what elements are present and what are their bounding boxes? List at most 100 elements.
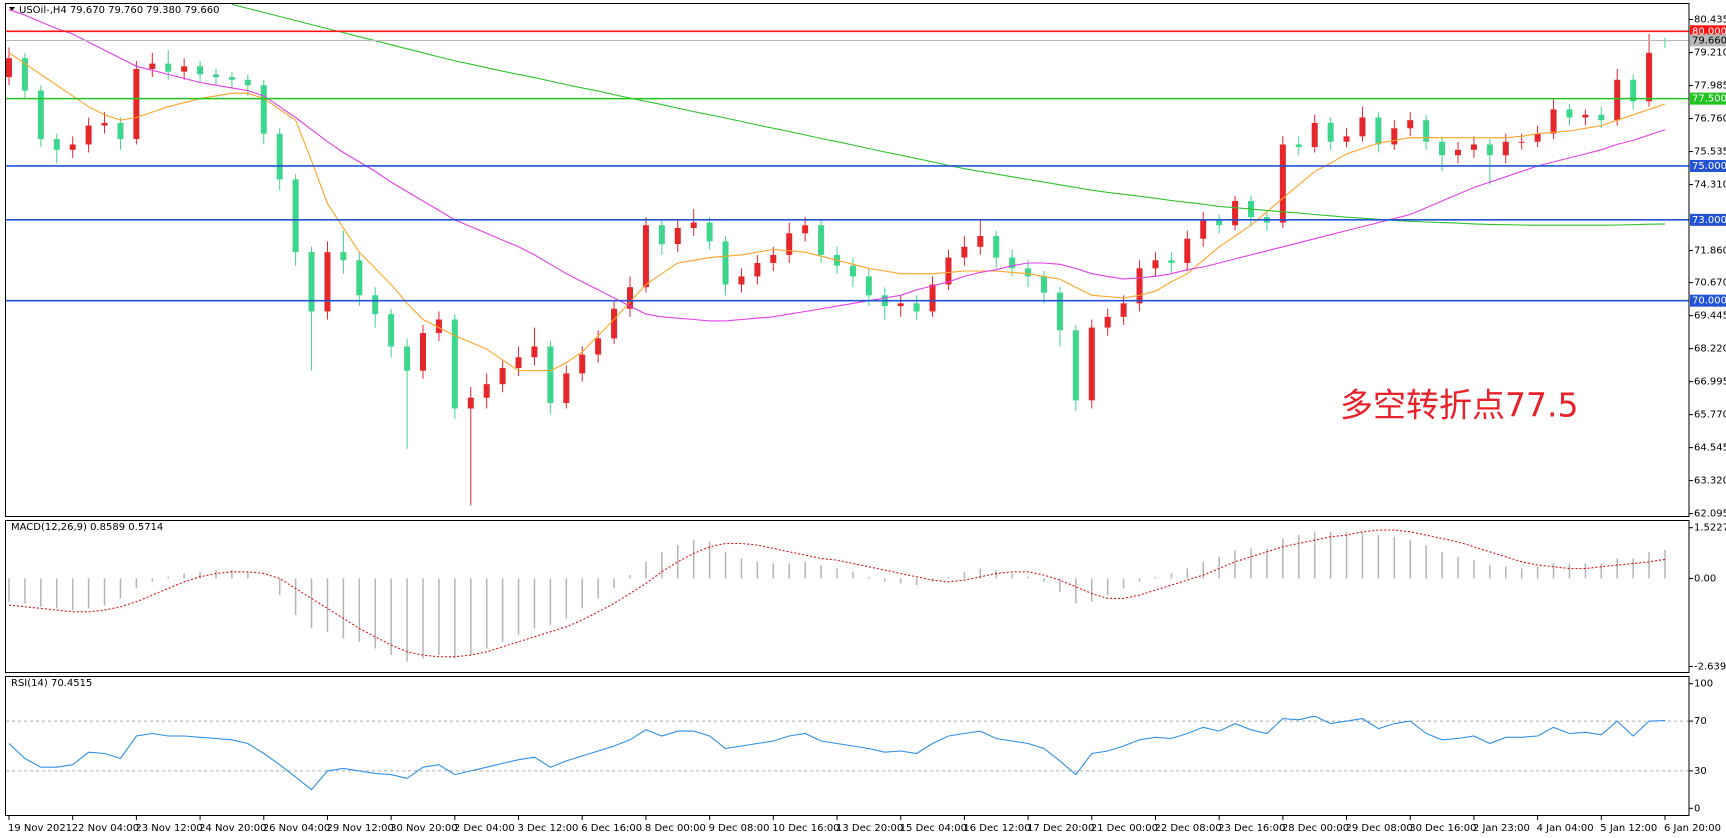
y-tick-label: 1.5227 — [1694, 523, 1726, 534]
candle-body — [1041, 276, 1047, 293]
x-tick-label: 28 Dec 00:00 — [1282, 823, 1349, 834]
candle-body — [913, 303, 920, 312]
panel-frame — [5, 3, 1690, 517]
candle-body — [1295, 144, 1302, 148]
level-line-box — [1690, 92, 1726, 105]
y-tick-label: 0 — [1694, 803, 1700, 814]
candle-body — [1630, 79, 1637, 102]
x-tick-label: 19 Nov 2021 — [8, 823, 72, 834]
x-tick-label: 24 Nov 20:00 — [199, 823, 266, 834]
panel-title: USOil-,H4 79.670 79.760 79.380 79.660 — [19, 5, 219, 16]
candle-body — [1486, 144, 1493, 156]
candle-body — [754, 262, 761, 277]
candle-body — [101, 122, 108, 126]
y-tick-label: 0.00 — [1694, 573, 1716, 584]
y-tick-label: 70 — [1694, 716, 1707, 727]
candle-body — [1598, 114, 1605, 121]
candle-body — [611, 308, 618, 339]
candle-body — [961, 246, 968, 258]
candle-body — [674, 227, 681, 245]
candle-body — [738, 276, 745, 285]
candle-body — [977, 236, 984, 247]
candle-body — [388, 314, 395, 347]
candle-body — [372, 295, 379, 315]
level-line-box — [1690, 294, 1726, 307]
level-line-label: 77.500 — [1692, 94, 1726, 105]
last-price-line-box — [1690, 34, 1726, 47]
y-tick-label: 70.670 — [1694, 278, 1726, 289]
candle-body — [181, 66, 188, 72]
panel-title: MACD(12,26,9) 0.8589 0.5714 — [11, 522, 163, 533]
candle-body — [1534, 133, 1541, 142]
x-tick-label: 26 Nov 04:00 — [263, 823, 330, 834]
y-tick-label: -2.6392 — [1694, 661, 1726, 672]
x-tick-label: 16 Dec 12:00 — [963, 823, 1030, 834]
candle-body — [21, 58, 28, 91]
candle-body — [117, 122, 124, 140]
candle-body — [308, 252, 315, 312]
candle-body — [69, 144, 76, 150]
x-tick-label: 3 Dec 12:00 — [518, 823, 579, 834]
candle-body — [1359, 117, 1366, 137]
candle-body — [1072, 330, 1079, 401]
candle-body — [642, 225, 649, 288]
candle-body — [1391, 128, 1398, 145]
candle-body — [658, 225, 665, 245]
candle-body — [1566, 109, 1573, 118]
candle-body — [1375, 117, 1382, 145]
candle-body — [1407, 120, 1414, 129]
level-line-box — [1690, 213, 1726, 226]
candle-body — [1518, 141, 1525, 143]
x-tick-label: 5 Jan 12:00 — [1600, 823, 1657, 834]
candle-body — [1009, 257, 1016, 269]
panel-frame — [5, 676, 1690, 816]
x-tick-label: 23 Dec 16:00 — [1218, 823, 1285, 834]
candle-body — [1120, 303, 1127, 317]
level-line-label: 80.000 — [1692, 26, 1726, 37]
y-tick-label: 65.770 — [1694, 410, 1726, 421]
candle-body — [420, 333, 426, 371]
x-tick-label: 9 Dec 08:00 — [709, 823, 770, 834]
y-tick-label: 79.210 — [1694, 48, 1726, 59]
candle-body — [165, 63, 172, 72]
candle-body — [802, 225, 809, 234]
candle-body — [53, 139, 60, 150]
y-tick-label: 63.320 — [1694, 476, 1726, 487]
candle-body — [1343, 136, 1350, 142]
x-tick-label: 6 Jan 20:00 — [1664, 823, 1721, 834]
x-tick-label: 22 Nov 04:00 — [72, 823, 139, 834]
candle-body — [897, 303, 904, 307]
candle-body — [483, 384, 490, 398]
candle-body — [1646, 52, 1653, 102]
candle-body — [85, 125, 92, 145]
candle-body — [451, 319, 458, 409]
x-tick-label: 17 Dec 20:00 — [1027, 823, 1094, 834]
candle-body — [818, 225, 825, 255]
candle-body — [627, 287, 633, 309]
candle-body — [1216, 219, 1223, 226]
candle-body — [1232, 201, 1239, 226]
y-tick-label: 100 — [1694, 679, 1713, 690]
x-tick-label: 2 Dec 04:00 — [454, 823, 515, 834]
candle-body — [276, 133, 283, 180]
y-tick-label: 74.310 — [1694, 180, 1726, 191]
candle-body — [213, 74, 219, 78]
candle-body — [1470, 144, 1477, 150]
candle-body — [1136, 268, 1143, 304]
candle-body — [690, 222, 697, 228]
y-tick-label: 69.445 — [1694, 311, 1726, 322]
y-tick-label: 75.535 — [1694, 147, 1726, 158]
candle-body — [1279, 144, 1286, 223]
candle-body — [1056, 292, 1063, 331]
candle-body — [547, 346, 554, 404]
x-tick-label: 29 Dec 08:00 — [1346, 823, 1413, 834]
y-tick-label: 66.995 — [1694, 377, 1726, 388]
candle-body — [1582, 114, 1589, 118]
candle-body — [435, 319, 442, 334]
x-tick-label: 8 Dec 00:00 — [645, 823, 706, 834]
indicator-line — [8, 715, 1666, 791]
candle-body — [467, 397, 474, 409]
candle-body — [324, 252, 331, 312]
